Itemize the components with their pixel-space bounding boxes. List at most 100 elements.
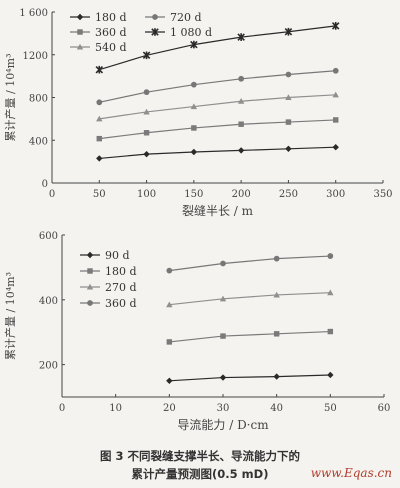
legend-label: 540 d bbox=[95, 41, 127, 54]
data-point bbox=[285, 94, 292, 101]
series-line bbox=[99, 25, 336, 71]
figure-caption-line2: 累计产量预测图(0.5 mD) bbox=[131, 467, 269, 481]
series-line bbox=[169, 374, 331, 382]
data-point bbox=[273, 291, 280, 298]
data-point bbox=[327, 253, 334, 259]
x-tick-label: 0 bbox=[49, 189, 55, 200]
data-point bbox=[237, 33, 245, 41]
legend-marker bbox=[151, 28, 159, 36]
y-axis-label: 累计产量 / 10⁴m³ bbox=[3, 272, 17, 360]
y-tick-label: 400 bbox=[29, 136, 48, 147]
legend-label: 270 d bbox=[105, 281, 137, 294]
y-tick-label: 1200 bbox=[23, 51, 48, 62]
legend-label: 180 d bbox=[95, 11, 127, 24]
x-axis-label: 导流能力 / D·cm bbox=[177, 418, 269, 432]
data-point bbox=[166, 301, 173, 308]
data-point bbox=[332, 67, 339, 74]
data-point bbox=[143, 130, 150, 136]
y-tick-label: 1 600 bbox=[19, 8, 48, 19]
data-point bbox=[96, 115, 103, 122]
data-point bbox=[220, 260, 226, 267]
legend-marker bbox=[86, 283, 94, 290]
data-point bbox=[96, 135, 103, 142]
data-point bbox=[285, 71, 292, 78]
legend-marker bbox=[86, 251, 94, 259]
x-tick-label: 40 bbox=[270, 403, 283, 414]
legend-label: 90 d bbox=[105, 249, 130, 262]
legend-marker bbox=[87, 268, 93, 274]
series-line bbox=[99, 146, 336, 160]
y-tick-label: 200 bbox=[39, 361, 58, 372]
data-point bbox=[190, 103, 198, 110]
data-point bbox=[191, 125, 197, 131]
y-tick-label: 400 bbox=[39, 296, 58, 307]
data-point bbox=[327, 328, 334, 335]
data-point bbox=[332, 143, 339, 151]
data-point bbox=[166, 267, 173, 274]
data-point bbox=[273, 255, 280, 262]
data-point bbox=[190, 81, 197, 88]
legend-label: 720 d bbox=[170, 11, 202, 24]
data-point bbox=[285, 119, 292, 125]
data-point bbox=[238, 121, 244, 127]
data-point bbox=[166, 377, 173, 384]
data-point bbox=[238, 75, 245, 82]
data-point bbox=[273, 373, 280, 380]
y-tick-label: 600 bbox=[39, 231, 58, 242]
x-tick-label: 50 bbox=[93, 189, 106, 200]
data-point bbox=[331, 22, 340, 30]
data-point bbox=[190, 40, 198, 49]
data-point bbox=[220, 333, 226, 339]
y-tick-label: 800 bbox=[29, 94, 48, 105]
x-tick-label: 150 bbox=[184, 189, 203, 200]
data-point bbox=[237, 147, 245, 154]
x-tick-label: 50 bbox=[324, 403, 337, 414]
series-line bbox=[99, 70, 336, 103]
series-line bbox=[169, 255, 331, 272]
legend-label: 180 d bbox=[105, 265, 137, 278]
data-point bbox=[327, 289, 334, 296]
series-line bbox=[99, 119, 336, 140]
data-point bbox=[96, 155, 103, 162]
figure-caption-line1: 图 3 不同裂缝支撑半长、导流能力下的 bbox=[99, 449, 300, 463]
data-point bbox=[143, 89, 150, 96]
x-tick-label: 0 bbox=[59, 403, 65, 414]
data-point bbox=[166, 339, 173, 345]
legend-marker bbox=[87, 300, 93, 306]
data-point bbox=[327, 371, 334, 379]
series-line bbox=[169, 330, 331, 343]
chart-fracture-half-length: 0 50 100 150 200 250 300 350 0 400 800 1200 1 600 裂缝半… bbox=[3, 8, 393, 218]
data-point bbox=[273, 331, 280, 337]
series-line bbox=[169, 292, 331, 306]
data-point bbox=[95, 65, 104, 74]
legend-label: 360 d bbox=[105, 297, 137, 310]
data-point bbox=[143, 150, 150, 158]
data-point bbox=[219, 295, 227, 302]
legend-marker bbox=[152, 14, 158, 20]
x-tick-label: 100 bbox=[137, 189, 156, 200]
x-tick-label: 250 bbox=[279, 189, 298, 200]
data-point bbox=[96, 99, 103, 106]
data-point bbox=[332, 117, 339, 123]
legend-marker bbox=[76, 13, 84, 21]
data-point bbox=[332, 91, 339, 98]
legend-label: 1 080 d bbox=[170, 26, 212, 39]
legend-marker bbox=[77, 29, 83, 35]
x-tick-label: 350 bbox=[373, 189, 392, 200]
watermark: www.Eqas.cn bbox=[310, 466, 392, 480]
chart-conductivity: 0 10 20 30 40 50 60 200 400 600 导流能力 / D·cm 累计产量 / … bbox=[3, 231, 390, 432]
x-axis-label: 裂缝半长 / m bbox=[182, 203, 254, 218]
x-tick-label: 20 bbox=[163, 403, 176, 414]
x-tick-label: 30 bbox=[217, 403, 230, 414]
x-tick-label: 60 bbox=[378, 403, 391, 414]
legend-marker bbox=[76, 43, 84, 50]
series-line bbox=[99, 94, 336, 120]
data-point bbox=[237, 98, 245, 104]
data-point bbox=[285, 145, 292, 152]
data-point bbox=[142, 51, 151, 60]
x-tick-label: 300 bbox=[326, 189, 345, 200]
data-point bbox=[284, 27, 293, 36]
data-point bbox=[143, 108, 150, 115]
data-point bbox=[219, 374, 227, 381]
